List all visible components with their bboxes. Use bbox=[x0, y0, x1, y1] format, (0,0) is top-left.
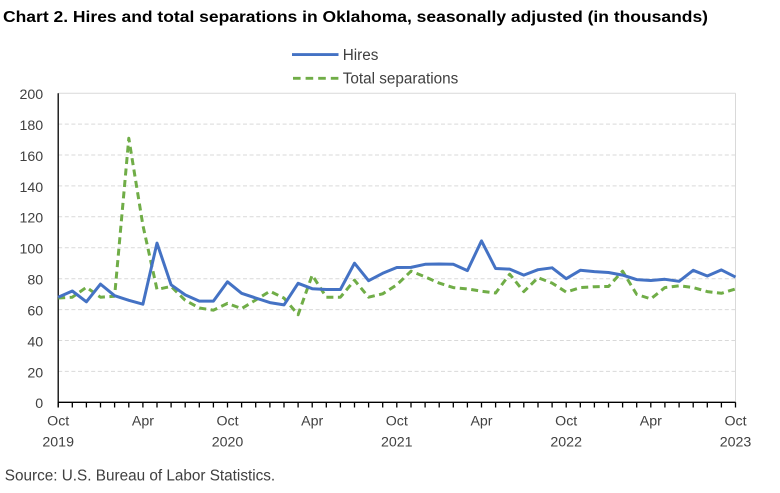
svg-text:Oct: Oct bbox=[386, 414, 408, 430]
svg-text:2023: 2023 bbox=[720, 435, 752, 451]
svg-text:Apr: Apr bbox=[640, 414, 662, 430]
svg-text:0: 0 bbox=[35, 396, 43, 412]
svg-text:Oct: Oct bbox=[724, 414, 746, 430]
svg-text:40: 40 bbox=[27, 334, 43, 350]
svg-text:Hires: Hires bbox=[343, 47, 379, 64]
svg-text:200: 200 bbox=[20, 87, 44, 103]
svg-text:Apr: Apr bbox=[301, 414, 323, 430]
svg-text:Source: U.S. Bureau of Labor S: Source: U.S. Bureau of Labor Statistics. bbox=[5, 468, 275, 485]
svg-text:Apr: Apr bbox=[132, 414, 154, 430]
svg-text:2019: 2019 bbox=[42, 435, 74, 451]
svg-text:60: 60 bbox=[27, 304, 43, 320]
svg-text:180: 180 bbox=[20, 118, 44, 134]
svg-text:120: 120 bbox=[20, 211, 44, 227]
svg-text:20: 20 bbox=[27, 365, 43, 381]
svg-text:Oct: Oct bbox=[47, 414, 69, 430]
svg-text:Oct: Oct bbox=[216, 414, 238, 430]
svg-text:Apr: Apr bbox=[470, 414, 492, 430]
svg-text:Total separations: Total separations bbox=[343, 70, 459, 87]
svg-text:100: 100 bbox=[20, 242, 44, 258]
svg-text:80: 80 bbox=[27, 273, 43, 289]
svg-text:140: 140 bbox=[20, 180, 44, 196]
svg-text:2021: 2021 bbox=[381, 435, 413, 451]
svg-text:2020: 2020 bbox=[212, 435, 244, 451]
svg-text:2022: 2022 bbox=[550, 435, 582, 451]
svg-text:Oct: Oct bbox=[555, 414, 577, 430]
svg-text:160: 160 bbox=[20, 149, 44, 165]
svg-text:Chart 2. Hires and total separ: Chart 2. Hires and total separations in … bbox=[3, 9, 708, 26]
